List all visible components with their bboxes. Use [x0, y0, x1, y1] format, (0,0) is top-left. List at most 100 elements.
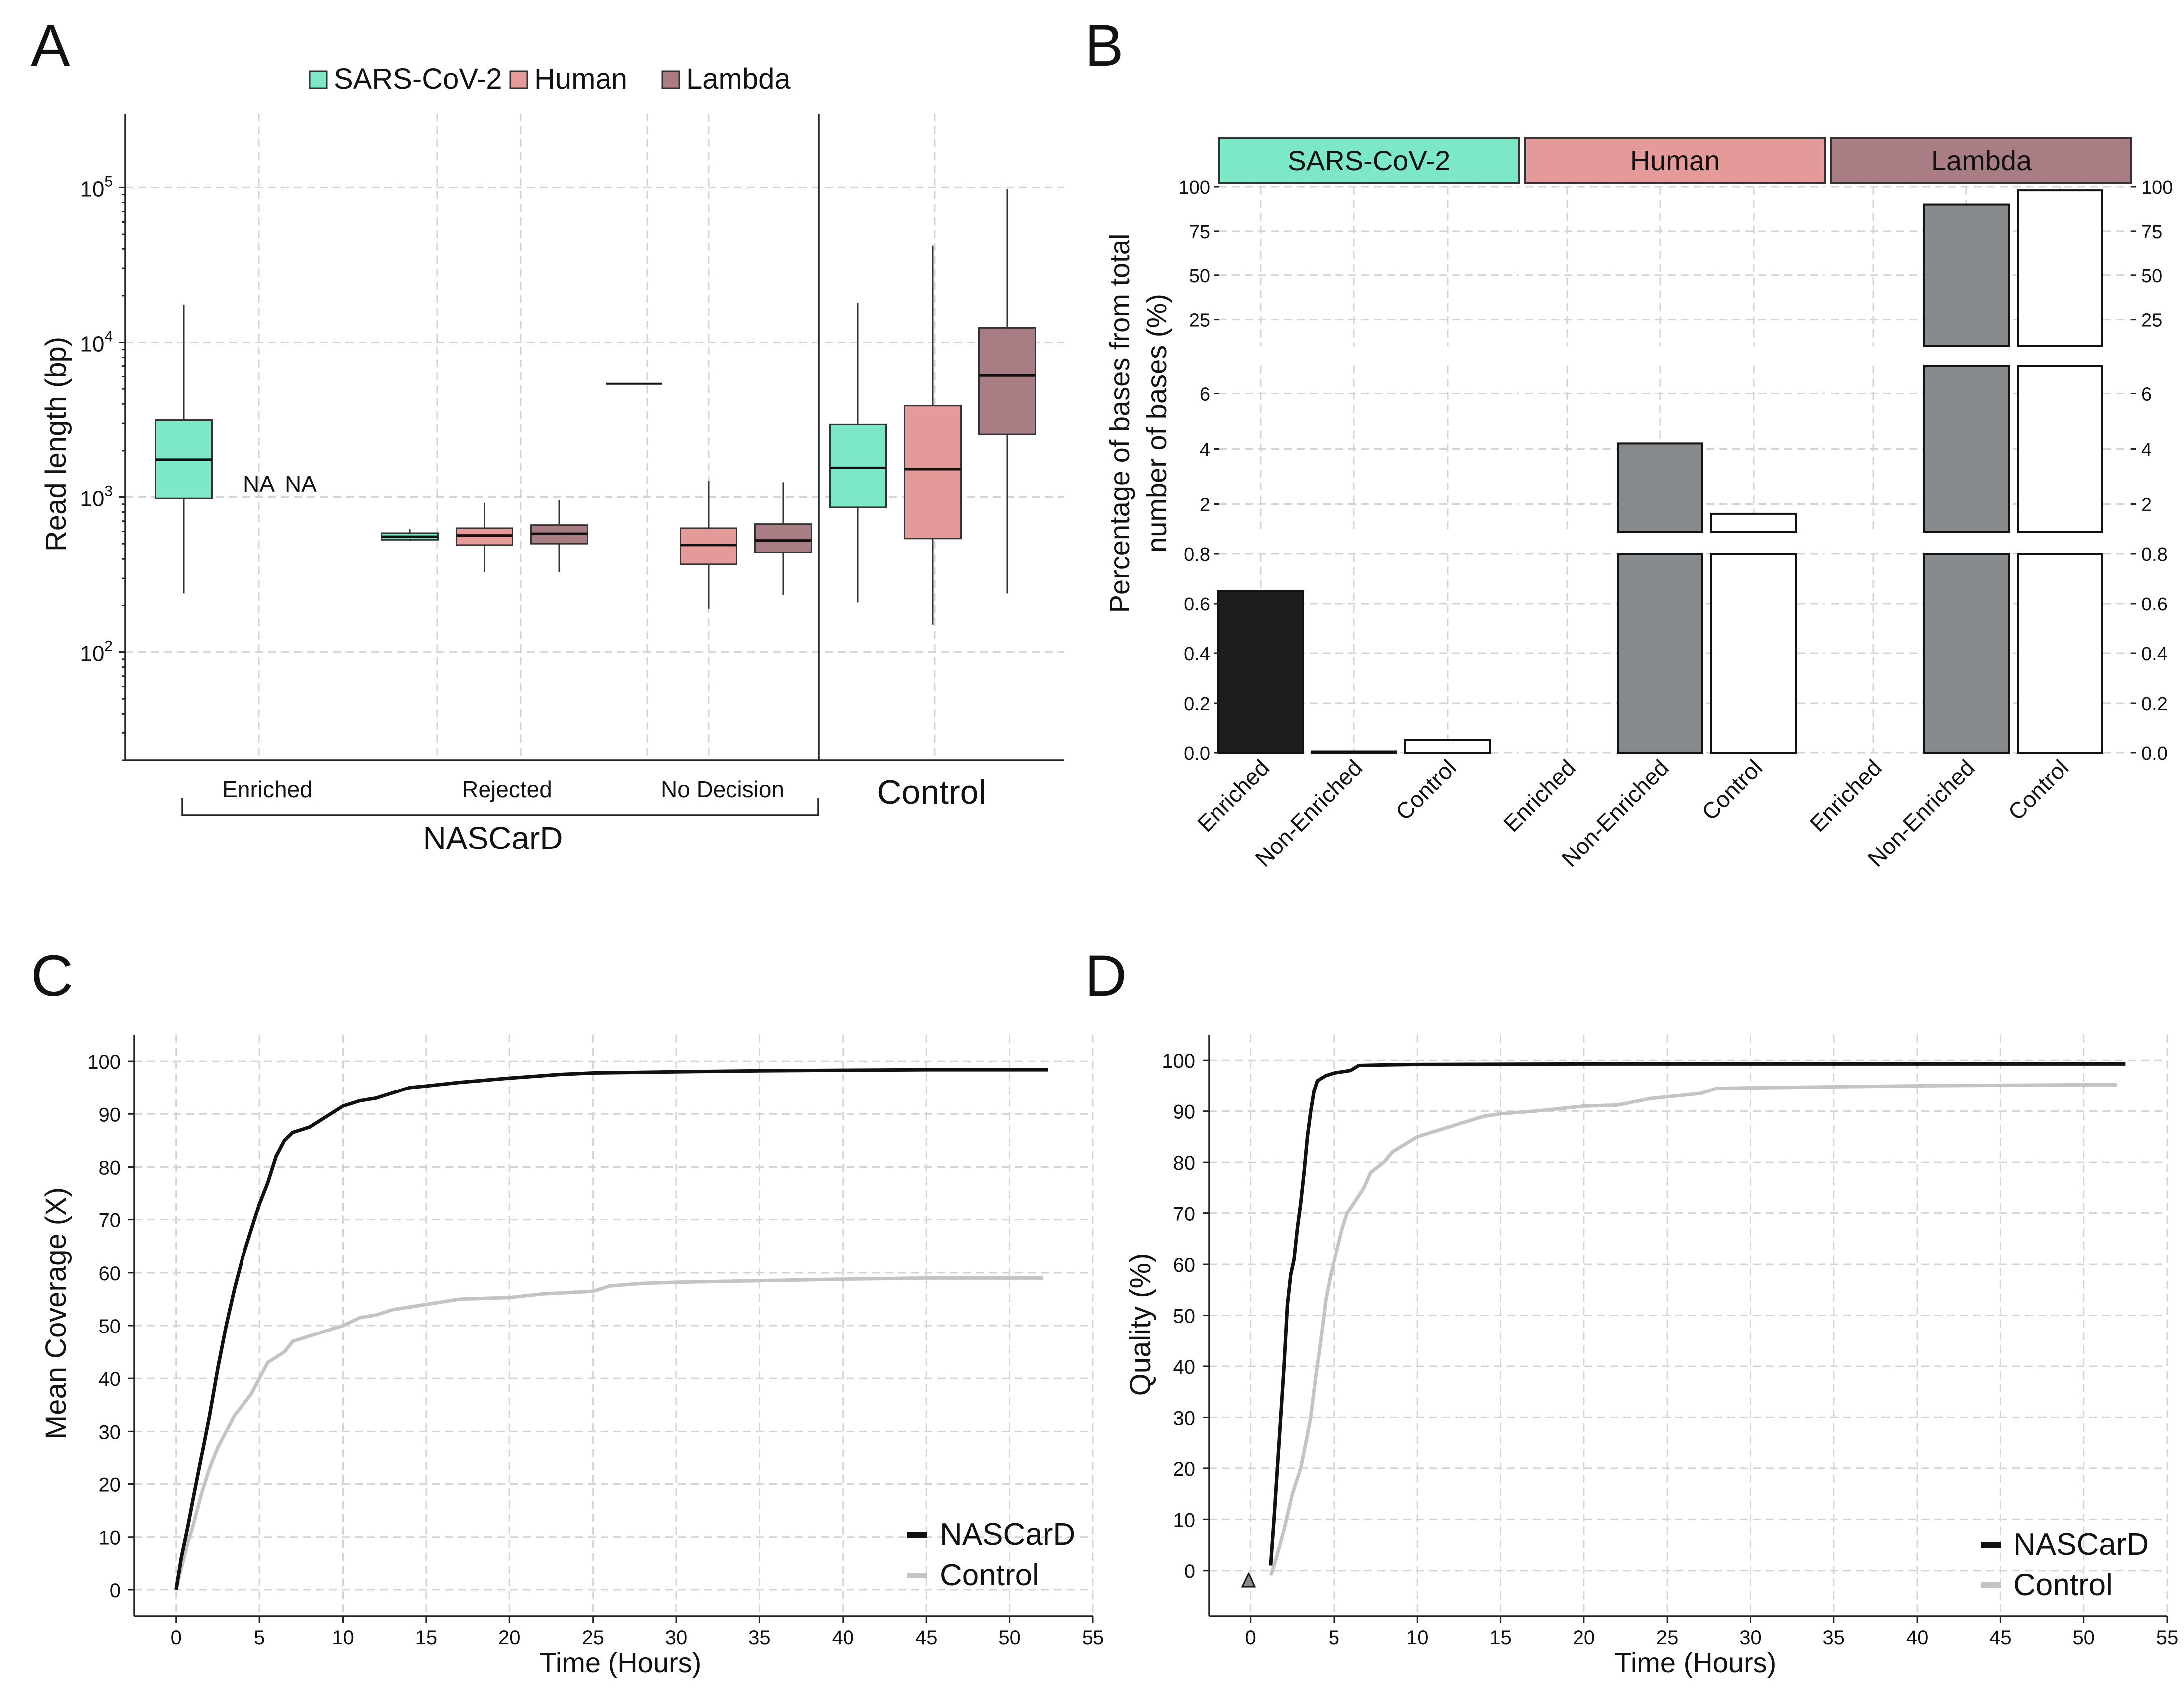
- nascard-bracket-label: NASCarD: [423, 820, 563, 856]
- x-tick-label: 55: [2156, 1627, 2179, 1649]
- y-tick-label: 30: [99, 1421, 121, 1443]
- y-tick-label-right: 50: [2141, 266, 2162, 287]
- box-control-lambda: [978, 189, 1036, 594]
- y-tick-label: 20: [1173, 1458, 1196, 1480]
- y-tick-label-right: 6: [2141, 384, 2152, 405]
- y-tick-label: 80: [1173, 1152, 1196, 1174]
- y-tick-label: 103: [80, 484, 113, 511]
- group-label-enriched: Enriched: [222, 776, 313, 802]
- facet-label: Human: [1630, 145, 1720, 176]
- facet-label: SARS-CoV-2: [1288, 145, 1451, 176]
- bar-segment: [2017, 553, 2103, 754]
- y-tick-label: 40: [1173, 1356, 1196, 1378]
- x-tick-label: 20: [498, 1627, 521, 1649]
- y-tick-label-right: 0.8: [2141, 544, 2168, 565]
- legend-label-control: Control: [2013, 1568, 2113, 1602]
- x-tick-label: 50: [998, 1627, 1021, 1649]
- legend-label-sars: SARS-CoV-2: [334, 63, 502, 95]
- x-tick-label: 50: [2072, 1627, 2095, 1649]
- x-tick-label: 10: [332, 1627, 354, 1649]
- y-tick-label: 102: [80, 638, 113, 666]
- y-tick-label-right: 0.4: [2141, 644, 2168, 665]
- bar-sars-cov-2-control: [1404, 739, 1491, 754]
- bar-sars-cov-2-enriched: [1217, 590, 1304, 754]
- bar-segment: [2017, 365, 2103, 533]
- bar-segment: [1923, 553, 2010, 754]
- x-tick-label: 45: [1989, 1627, 2012, 1649]
- bar-segment: [1311, 750, 1397, 754]
- y-tick-label: 100: [87, 1051, 121, 1073]
- group-label-no-decision: No Decision: [661, 776, 784, 802]
- y-tick-label-right: 0.6: [2141, 594, 2168, 615]
- legend-swatch-sars: [309, 70, 328, 89]
- bar-segment: [1710, 553, 1797, 754]
- x-tick-label: 40: [832, 1627, 854, 1649]
- x-tick-label: 10: [1406, 1627, 1429, 1649]
- y-tick-label: 0.2: [1184, 694, 1210, 715]
- y-tick-label-right: 4: [2141, 440, 2152, 461]
- bar-human-non-enriched: [1617, 442, 1703, 754]
- bar-segment: [1617, 553, 1703, 754]
- y-tick-label: 104: [80, 328, 113, 356]
- legend-label-human: Human: [534, 63, 627, 95]
- y-tick-label: 10: [99, 1527, 121, 1549]
- x-tick-label: 25: [582, 1627, 604, 1649]
- panel-c-linechart: Mean Coverage (X) Time (Hours) 0 5 10 15 20 2…: [40, 1035, 1104, 1678]
- legend-swatch-lambda: [661, 70, 680, 89]
- panel-a-legend: SARS-CoV-2 Human Lambda: [309, 63, 791, 95]
- group-label-control: Control: [877, 773, 986, 811]
- y-tick-label: 50: [1173, 1306, 1196, 1328]
- facet-strip: [1524, 137, 1826, 184]
- series-line-control: [174, 1276, 1043, 1590]
- panel-d-legend: NASCarD Control: [1981, 1527, 2149, 1602]
- y-tick-label: 80: [99, 1157, 121, 1179]
- legend-label-nascard: NASCarD: [940, 1517, 1075, 1552]
- panel-d-ylabel: Quality (%): [1124, 1253, 1157, 1396]
- y-tick-label: 100: [1179, 177, 1210, 198]
- box-iqr: [754, 523, 812, 553]
- y-tick-label: 40: [99, 1368, 121, 1390]
- x-tick-label: 15: [1489, 1627, 1512, 1649]
- x-tick-label: 25: [1656, 1627, 1679, 1649]
- y-tick-label: 2: [1200, 495, 1210, 516]
- panel-label-a: A: [31, 13, 70, 79]
- panel-a-boxplot: Read length (bp) SARS-CoV-2 Human Lambda…: [40, 63, 1064, 856]
- y-tick-label: 75: [1189, 222, 1210, 242]
- y-tick-label: 0.8: [1184, 544, 1210, 565]
- legend-label-control: Control: [940, 1558, 1039, 1592]
- y-tick-label-right: 0.0: [2141, 743, 2168, 764]
- box-enriched-sars-cov-2: [155, 304, 213, 594]
- panel-label-b: B: [1085, 13, 1124, 79]
- nascard-bracket: [181, 798, 819, 816]
- y-tick-label: 90: [1173, 1101, 1196, 1123]
- series-line-nascard: [1269, 1062, 2126, 1566]
- box-rejected-human: [456, 502, 513, 572]
- box-rejected-lambda: [530, 500, 588, 572]
- y-tick-label: 0.4: [1184, 644, 1210, 665]
- x-tick-label: 35: [748, 1627, 771, 1649]
- x-tick-label: 40: [1906, 1627, 1929, 1649]
- y-tick-label: 100: [1162, 1050, 1195, 1072]
- y-tick-label: 25: [1189, 310, 1210, 331]
- panel-d-linechart: Quality (%) Time (Hours) 0 5 10 15 20 25 30 35 4…: [1124, 1035, 2178, 1678]
- panel-b-ylabel-line2: number of bases (%): [1141, 294, 1172, 553]
- y-tick-label: 0: [1184, 1561, 1195, 1582]
- facet-strip: [1218, 137, 1520, 184]
- legend-swatch-human: [509, 70, 528, 89]
- y-tick-label: 105: [80, 173, 113, 201]
- series-line-control: [1269, 1083, 2117, 1576]
- x-tick-label: 20: [1573, 1627, 1595, 1649]
- y-tick-label: 20: [99, 1474, 121, 1496]
- panel-label-c: C: [31, 943, 73, 1009]
- y-tick-label: 6: [1200, 384, 1210, 405]
- bar-sars-cov-2-non-enriched: [1311, 750, 1397, 754]
- panel-b-ylabel-line1: Percentage of bases from total: [1104, 234, 1135, 613]
- x-tick-label: 0: [171, 1627, 182, 1649]
- x-tick-label: 5: [1329, 1627, 1339, 1649]
- x-tick-label: 0: [1245, 1627, 1256, 1649]
- box-no-decision-lambda: [754, 482, 812, 595]
- y-tick-label: 4: [1200, 440, 1210, 461]
- box-control-sars-cov-2: [829, 303, 887, 603]
- box-iqr: [978, 327, 1036, 435]
